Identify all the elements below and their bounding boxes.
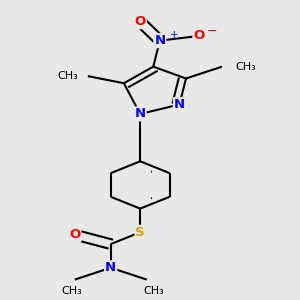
Text: N: N	[135, 107, 146, 121]
Text: S: S	[135, 226, 145, 239]
Text: +: +	[170, 30, 179, 40]
Text: CH₃: CH₃	[61, 286, 82, 296]
Text: N: N	[105, 261, 116, 274]
Text: CH₃: CH₃	[143, 286, 164, 296]
Text: −: −	[207, 25, 217, 38]
Text: O: O	[194, 29, 205, 42]
Text: O: O	[135, 15, 146, 28]
Text: N: N	[174, 98, 185, 111]
Text: CH₃: CH₃	[57, 71, 78, 81]
Text: O: O	[69, 228, 80, 241]
Text: CH₃: CH₃	[235, 62, 256, 72]
Text: N: N	[154, 34, 165, 47]
